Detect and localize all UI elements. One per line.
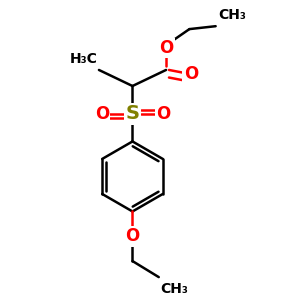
Text: CH₃: CH₃ [219, 8, 246, 22]
Text: CH₃: CH₃ [160, 282, 188, 296]
Text: H₃C: H₃C [70, 52, 98, 66]
Text: S: S [125, 104, 140, 123]
Text: O: O [184, 65, 198, 83]
Text: O: O [156, 105, 170, 123]
Text: O: O [125, 227, 140, 245]
Text: O: O [95, 105, 109, 123]
Text: O: O [159, 39, 173, 57]
